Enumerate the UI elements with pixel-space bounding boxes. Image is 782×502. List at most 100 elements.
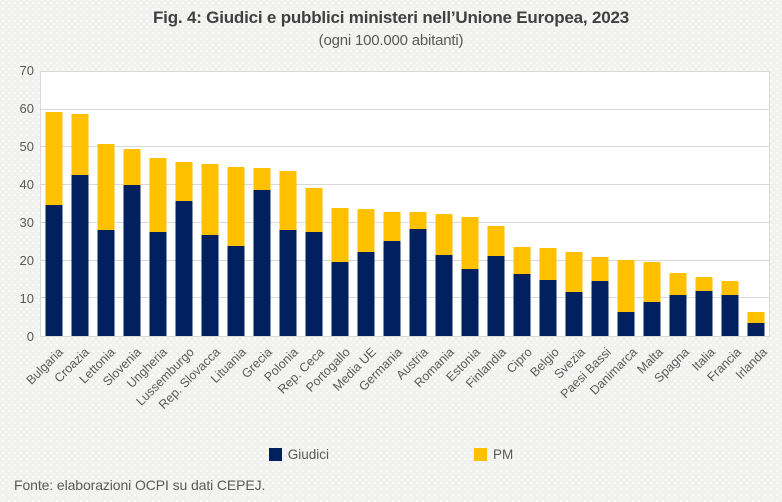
gridline-40 <box>41 184 769 186</box>
bar-segment-pm <box>721 280 739 295</box>
x-tick-label-rep-slovacca: Rep. Slovacca <box>155 345 223 412</box>
bar-segment-pm <box>591 256 609 281</box>
x-tick-label-croazia: Croazia <box>51 345 93 386</box>
bar-segment-giudici <box>513 273 531 336</box>
bar-grecia <box>253 72 271 336</box>
x-tick-label-finlandia: Finlandia <box>463 345 510 391</box>
bar-segment-giudici <box>279 229 297 336</box>
bar-segment-giudici <box>97 229 115 336</box>
x-tick-label-grecia: Grecia <box>238 345 275 381</box>
y-tick-label-60: 60 <box>19 101 34 116</box>
x-tick-label-germania: Germania <box>356 345 405 394</box>
gridline-30 <box>41 221 769 223</box>
bar-italia <box>695 72 713 336</box>
source-note: Fonte: elaborazioni OCPI su dati CEPEJ. <box>14 477 266 493</box>
bar-segment-giudici <box>747 323 765 336</box>
bar-segment-pm <box>253 167 271 190</box>
bar-segment-giudici <box>565 291 583 336</box>
bar-segment-giudici <box>175 201 193 336</box>
legend: Giudici PM <box>0 447 782 462</box>
bar-segment-pm <box>331 207 349 262</box>
bar-segment-giudici <box>435 254 453 336</box>
bar-paesi-bassi <box>591 72 609 336</box>
chart-subtitle: (ogni 100.000 abitanti) <box>318 32 464 49</box>
legend-item-pm: PM <box>474 447 513 462</box>
chart-title: Fig. 4: Giudici e pubblici ministeri nel… <box>153 8 629 27</box>
bar-slovenia <box>123 72 141 336</box>
bar-lituania <box>227 72 245 336</box>
bar-segment-pm <box>97 144 115 230</box>
bar-segment-pm <box>617 260 635 313</box>
x-tick-label-slovenia: Slovenia <box>100 345 145 389</box>
y-axis: 0 10 20 30 40 50 60 70 <box>0 0 34 502</box>
bar-segment-giudici <box>305 231 323 336</box>
y-tick-label-10: 10 <box>19 291 34 306</box>
y-tick-label-70: 70 <box>19 63 34 78</box>
bar-danimarca <box>617 72 635 336</box>
bar-segment-pm <box>175 162 193 202</box>
bar-segment-pm <box>279 170 297 230</box>
bar-ungheria <box>149 72 167 336</box>
x-tick-label-cipro: Cipro <box>504 345 536 377</box>
bar-segment-pm <box>695 277 713 291</box>
gridline-60 <box>41 108 769 110</box>
bar-segment-pm <box>201 163 219 235</box>
bar-segment-giudici <box>461 269 479 336</box>
bar-segment-pm <box>409 212 427 229</box>
bar-segment-giudici <box>643 302 661 336</box>
x-tick-label-belgio: Belgio <box>526 345 562 380</box>
x-tick-label-italia: Italia <box>689 345 718 374</box>
legend-label-giudici: Giudici <box>287 447 329 462</box>
y-tick-label-20: 20 <box>19 253 34 268</box>
bar-segment-giudici <box>591 280 609 336</box>
bar-francia <box>721 72 739 336</box>
bar-segment-giudici <box>149 231 167 336</box>
x-tick-label-estonia: Estonia <box>443 345 484 385</box>
x-tick-label-svezia: Svezia <box>551 345 588 382</box>
x-tick-label-malta: Malta <box>634 345 666 377</box>
bar-segment-pm <box>45 112 63 205</box>
x-tick-label-romania: Romania <box>411 345 458 391</box>
bar-irlanda <box>747 72 765 336</box>
bar-segment-giudici <box>331 261 349 336</box>
bar-segment-giudici <box>383 241 401 336</box>
bar-segment-pm <box>123 149 141 185</box>
bar-segment-pm <box>71 113 89 176</box>
giudici-swatch-icon <box>268 448 282 461</box>
bar-bulgaria <box>45 72 63 336</box>
x-tick-label-media-ue: Media UE <box>330 345 379 394</box>
gridline-10 <box>41 297 769 299</box>
bar-cipro <box>513 72 531 336</box>
y-tick-label-50: 50 <box>19 139 34 154</box>
gridline-50 <box>41 146 769 148</box>
bar-segment-giudici <box>539 280 557 336</box>
bar-lettonia <box>97 72 115 336</box>
legend-label-pm: PM <box>493 447 514 462</box>
bar-segment-giudici <box>409 228 427 336</box>
pm-swatch-icon <box>474 448 487 461</box>
bar-malta <box>643 72 661 336</box>
bar-segment-giudici <box>669 295 687 336</box>
bar-portogallo <box>331 72 349 336</box>
x-tick-label-ungheria: Ungheria <box>124 345 171 391</box>
bar-segment-pm <box>747 311 765 324</box>
bar-segment-giudici <box>71 175 89 336</box>
x-tick-label-rep-ceca: Rep. Ceca <box>275 345 327 397</box>
x-tick-label-spagna: Spagna <box>651 345 692 386</box>
bar-segment-pm <box>435 214 453 255</box>
bar-segment-pm <box>513 247 531 274</box>
x-tick-label-danimarca: Danimarca <box>586 345 640 398</box>
bar-segment-pm <box>643 261 661 303</box>
bar-segment-pm <box>565 251 583 292</box>
bar-media-ue <box>357 72 375 336</box>
bar-lussemburgo <box>175 72 193 336</box>
plot-area <box>40 71 770 337</box>
y-tick-label-30: 30 <box>19 215 34 230</box>
bar-romania <box>435 72 453 336</box>
bar-segment-giudici <box>45 204 63 336</box>
bar-segment-giudici <box>357 252 375 336</box>
x-tick-label-portogallo: Portogallo <box>303 345 353 395</box>
x-tick-label-polonia: Polonia <box>261 345 301 385</box>
bar-segment-pm <box>461 217 479 270</box>
